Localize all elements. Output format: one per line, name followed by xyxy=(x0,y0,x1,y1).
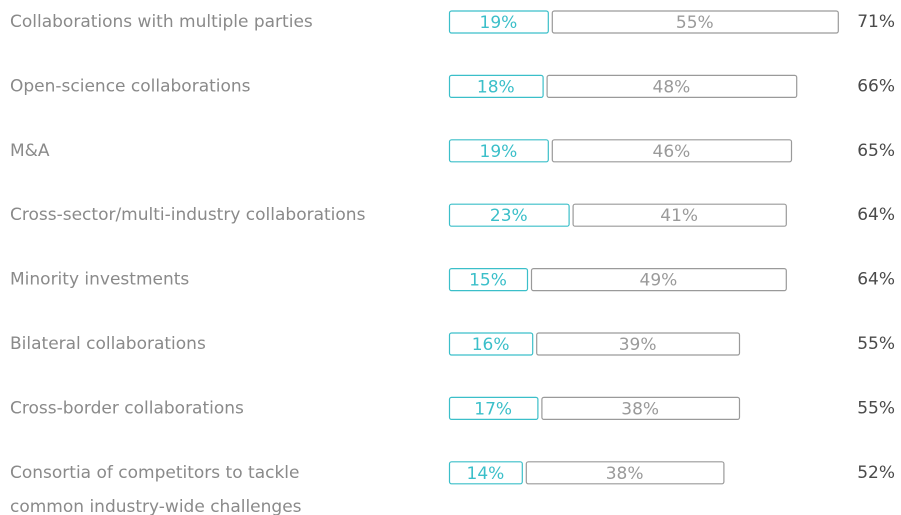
value-label: 55% xyxy=(676,13,714,33)
total-label: 64% xyxy=(857,270,895,290)
category-label: M&A xyxy=(10,141,50,161)
value-label: 19% xyxy=(480,13,518,33)
bar-segment xyxy=(448,461,523,485)
category-label: Cross-sector/multi-industry collaboratio… xyxy=(10,205,366,225)
value-label: 38% xyxy=(621,399,659,419)
value-label: 19% xyxy=(480,142,518,162)
bar-segment xyxy=(546,74,798,99)
category-label: Collaborations with multiple parties xyxy=(10,12,313,32)
total-label: 55% xyxy=(857,398,895,418)
value-label: 39% xyxy=(619,335,657,355)
bar-segment xyxy=(551,10,839,34)
value-label: 17% xyxy=(474,399,512,419)
value-label: 49% xyxy=(640,271,678,291)
bar-segment xyxy=(530,268,787,292)
value-label: 16% xyxy=(472,335,510,355)
value-label: 48% xyxy=(653,77,691,97)
bar-segment xyxy=(448,332,534,356)
value-label: 38% xyxy=(606,464,644,484)
bar-segment xyxy=(551,139,793,163)
total-label: 52% xyxy=(857,463,895,483)
total-label: 64% xyxy=(857,205,895,225)
value-label: 23% xyxy=(490,206,528,226)
bar-segment xyxy=(541,396,741,420)
category-label: Minority investments xyxy=(10,270,189,290)
bar-segment xyxy=(525,461,725,485)
total-label: 55% xyxy=(857,334,895,354)
bar-segment xyxy=(448,396,539,420)
value-label: 46% xyxy=(653,142,691,162)
category-label: Open-science collaborations xyxy=(10,76,251,96)
bar-segment xyxy=(448,74,544,99)
total-label: 65% xyxy=(857,141,895,161)
total-label: 66% xyxy=(857,76,895,96)
bar-segment xyxy=(572,203,787,227)
bar-segment xyxy=(448,268,529,292)
category-label: Cross-border collaborations xyxy=(10,398,244,418)
total-label: 71% xyxy=(857,12,895,32)
category-label: Consortia of competitors to tackle common… xyxy=(10,463,302,515)
value-label: 41% xyxy=(660,206,698,226)
value-label: 15% xyxy=(469,271,507,291)
category-label: Bilateral collaborations xyxy=(10,334,206,354)
bar-segment xyxy=(448,203,570,227)
value-label: 14% xyxy=(467,464,505,484)
value-label: 18% xyxy=(477,77,515,97)
bar-segment xyxy=(448,10,549,34)
bar-segment xyxy=(536,332,741,356)
bar-segment xyxy=(448,139,549,163)
